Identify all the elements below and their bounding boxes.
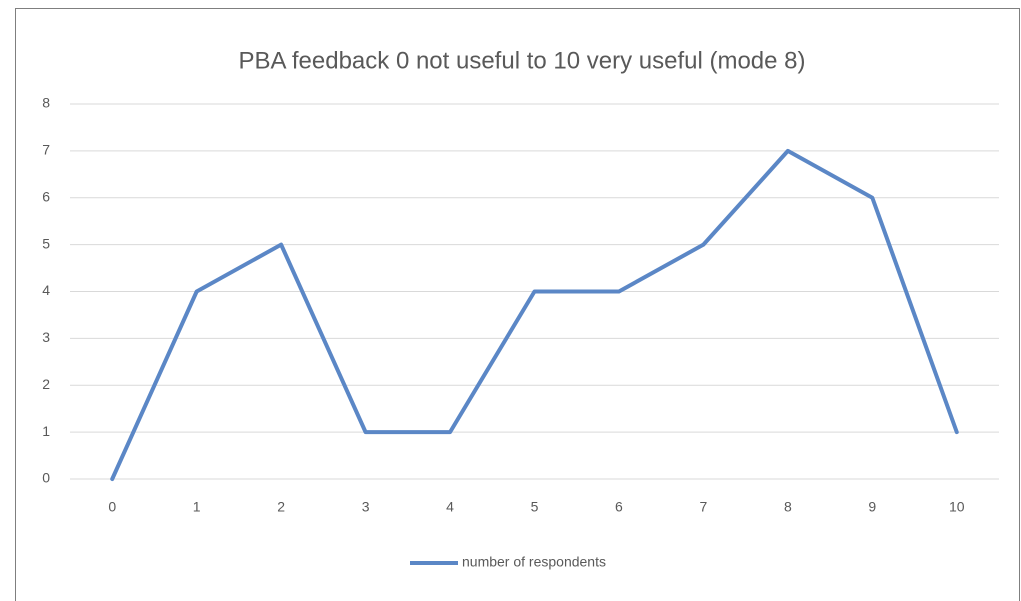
x-tick-label: 9 [868,499,876,515]
x-tick-label: 5 [531,499,539,515]
chart-border [15,8,1020,601]
x-tick-label: 7 [700,499,708,515]
y-tick-label: 3 [42,329,50,345]
data-line [110,148,959,481]
x-tick-label: 10 [949,499,965,515]
x-tick-label: 1 [193,499,201,515]
y-tick-label: 7 [42,142,50,158]
legend-label: number of respondents [462,554,606,570]
y-tick-label: 1 [42,423,50,439]
chart-title: PBA feedback 0 not useful to 10 very use… [239,47,806,74]
y-tick-label: 2 [42,376,50,392]
x-tick-label: 0 [108,499,116,515]
x-tick-label: 3 [362,499,370,515]
y-tick-label: 8 [42,95,50,111]
y-tick-label: 4 [42,282,50,298]
x-tick-label: 4 [446,499,454,515]
x-tick-label: 6 [615,499,623,515]
y-tick-label: 0 [42,470,50,486]
x-tick-label: 8 [784,499,792,515]
y-tick-label: 5 [42,235,50,251]
y-tick-label: 6 [42,188,50,204]
x-tick-label: 2 [277,499,285,515]
